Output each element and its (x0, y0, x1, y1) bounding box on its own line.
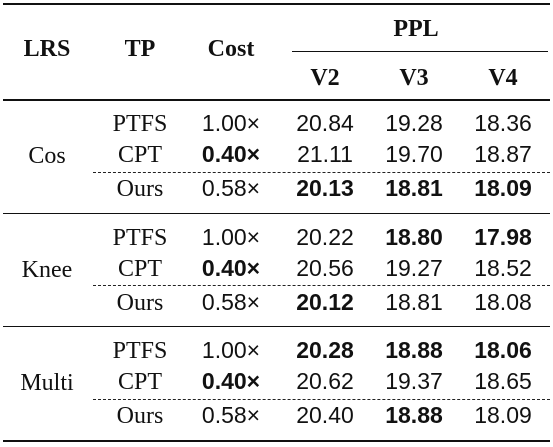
cell-v3: 19.70 (385, 141, 443, 167)
cell-v4: 18.52 (474, 255, 532, 281)
cell-v2: 20.13 (296, 175, 354, 201)
cell-v2: 20.84 (296, 110, 354, 136)
cell-cost: 0.58× (201, 289, 261, 315)
cell-tp: PTFS (112, 338, 168, 364)
cell-v3: 18.81 (385, 175, 443, 201)
header-ppl: PPL (393, 16, 439, 42)
lrs-label: Multi (20, 370, 74, 396)
bottom-rule (3, 440, 550, 442)
cell-v3: 19.37 (385, 368, 443, 394)
cell-v4: 18.65 (474, 368, 532, 394)
group-rule-2 (3, 326, 550, 328)
cell-tp: PTFS (112, 111, 168, 137)
cell-cost: 0.40× (201, 255, 261, 281)
cell-v4: 17.98 (474, 224, 532, 250)
header-rule (3, 99, 550, 101)
cell-tp: CPT (117, 142, 163, 168)
cell-v3: 18.81 (385, 289, 443, 315)
cell-v3: 18.88 (385, 402, 443, 428)
cell-cost: 0.40× (201, 141, 261, 167)
cell-tp: Ours (116, 403, 164, 429)
header-v3: V3 (399, 65, 429, 91)
cell-v2: 21.11 (297, 141, 353, 167)
group-rule-1 (3, 213, 550, 215)
header-v2: V2 (310, 65, 340, 91)
header-v4: V4 (488, 65, 518, 91)
header-tp: TP (124, 36, 156, 62)
cell-v4: 18.36 (474, 110, 532, 136)
ppl-cmidrule (292, 51, 548, 52)
dashed-separator-1 (93, 172, 550, 173)
cell-v2: 20.40 (296, 402, 354, 428)
cell-tp: PTFS (112, 225, 168, 251)
cell-v3: 18.88 (385, 337, 443, 363)
cell-v3: 19.27 (385, 255, 443, 281)
cell-tp: Ours (116, 176, 164, 202)
header-lrs: LRS (23, 36, 71, 62)
cell-v4: 18.09 (474, 402, 532, 428)
top-rule (3, 3, 550, 5)
cell-cost: 0.58× (201, 175, 261, 201)
lrs-label: Knee (21, 257, 73, 283)
dashed-separator-3 (93, 399, 550, 400)
cell-v3: 18.80 (385, 224, 443, 250)
cell-cost: 0.40× (201, 368, 261, 394)
cell-v4: 18.87 (474, 141, 532, 167)
cell-v4: 18.09 (474, 175, 532, 201)
cell-v4: 18.08 (474, 289, 532, 315)
cell-v2: 20.22 (296, 224, 354, 250)
header-cost: Cost (207, 36, 255, 62)
dashed-separator-2 (93, 285, 550, 286)
lrs-label: Cos (28, 143, 66, 169)
cell-cost: 1.00× (201, 337, 261, 363)
cell-cost: 1.00× (201, 110, 261, 136)
cell-cost: 0.58× (201, 402, 261, 428)
cell-v2: 20.28 (296, 337, 354, 363)
cell-v2: 20.62 (296, 368, 354, 394)
cell-v2: 20.12 (296, 289, 354, 315)
cell-cost: 1.00× (201, 224, 261, 250)
cell-tp: CPT (117, 256, 163, 282)
cell-v2: 20.56 (296, 255, 354, 281)
cell-tp: CPT (117, 369, 163, 395)
cell-v4: 18.06 (474, 337, 532, 363)
cell-tp: Ours (116, 290, 164, 316)
cell-v3: 19.28 (385, 110, 443, 136)
